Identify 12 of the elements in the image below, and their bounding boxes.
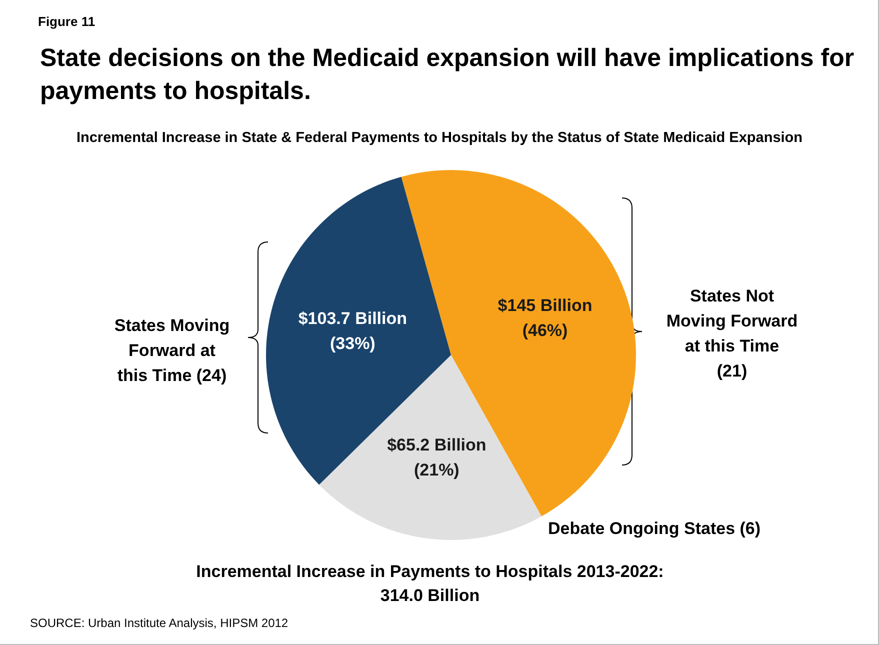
- slice-label: Debate Ongoing States (6): [548, 519, 761, 538]
- source-note: SOURCE: Urban Institute Analysis, HIPSM 2012: [30, 616, 288, 630]
- pie-slice: [319, 355, 542, 540]
- data-label: $145 Billion (46%): [498, 296, 592, 340]
- chart-title: State decisions on the Medicaid expansion will have implications for payments to hospitals.: [40, 43, 856, 107]
- caption: Figure 11: [38, 14, 96, 29]
- text: Incremental Increase in Payments to Hospitals 2013-2022: 314.0 Billion: [195, 561, 665, 607]
- slice-label: States Moving Forward at this Time (24): [114, 316, 230, 385]
- data-label: $103.7 Billion (33%): [298, 308, 408, 353]
- slice-label: States Not Moving Forward at this Time (21): [666, 286, 798, 380]
- data-label: $65.2 Billion (21%): [387, 436, 486, 480]
- chart-subtitle: Incremental Increase in State & Federal Payments to Hospitals by the Status of State Medicaid Expansion: [75, 130, 804, 146]
